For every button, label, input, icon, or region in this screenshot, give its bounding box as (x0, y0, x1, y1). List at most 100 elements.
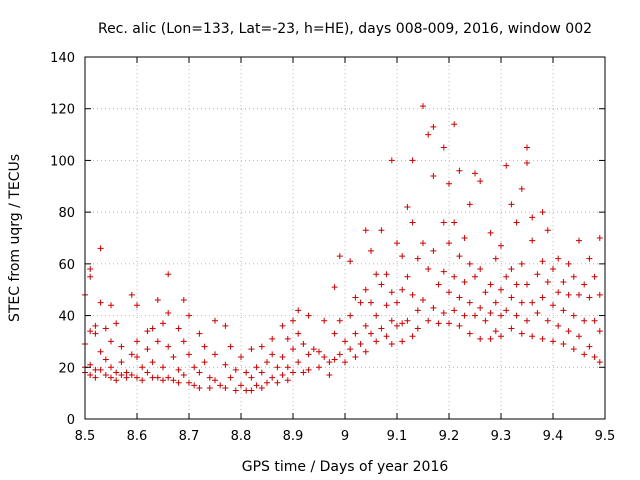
data-point-marker (113, 369, 120, 376)
data-point-marker (180, 297, 187, 304)
data-point-marker (451, 219, 458, 226)
data-point-marker (388, 289, 395, 296)
data-point-marker (498, 333, 504, 340)
data-point-marker (342, 359, 348, 366)
data-point-marker (87, 361, 94, 368)
data-point-marker (440, 219, 447, 226)
data-point-marker (404, 273, 411, 280)
data-point-marker (108, 374, 114, 381)
data-point-marker (399, 286, 406, 293)
data-point-marker (253, 364, 260, 371)
data-point-marker (305, 351, 312, 358)
data-point-marker (336, 317, 343, 324)
data-point-marker (461, 278, 468, 285)
data-point-marker (139, 377, 146, 384)
data-point-marker (118, 343, 125, 350)
data-point-marker (290, 317, 296, 324)
data-point-marker (191, 382, 198, 389)
data-point-marker (555, 322, 562, 329)
data-point-marker (503, 273, 510, 280)
data-point-marker (212, 317, 218, 324)
data-point-marker (446, 320, 452, 327)
data-point-marker (113, 377, 120, 384)
data-point-marker (290, 369, 296, 376)
data-point-marker (295, 307, 302, 314)
x-tick-label: 9.3 (491, 429, 512, 444)
data-point-marker (222, 384, 229, 391)
data-point-marker (342, 338, 348, 345)
data-point-marker (331, 284, 338, 291)
data-point-marker (451, 273, 458, 280)
data-point-marker (279, 372, 286, 379)
data-point-marker (134, 374, 140, 381)
data-point-marker (102, 372, 109, 379)
data-point-marker (295, 359, 302, 366)
data-point-marker (310, 346, 317, 353)
data-point-marker (165, 374, 172, 381)
data-point-marker (227, 343, 234, 350)
data-point-marker (264, 359, 270, 366)
data-point-marker (414, 255, 421, 262)
data-point-marker (498, 312, 504, 319)
data-point-marker (264, 379, 270, 386)
data-point-marker (409, 291, 416, 298)
data-point-marker (113, 320, 120, 327)
data-point-marker (139, 364, 146, 371)
data-point-marker (524, 160, 530, 167)
data-point-marker (560, 307, 567, 314)
data-point-marker (258, 384, 265, 391)
data-point-marker (206, 374, 213, 381)
data-point-marker (258, 369, 265, 376)
data-point-marker (466, 201, 473, 208)
data-point-marker (92, 374, 99, 381)
data-point-marker (347, 346, 354, 353)
data-point-marker (321, 317, 328, 324)
data-point-marker (212, 377, 218, 384)
data-point-marker (513, 281, 520, 288)
data-point-marker (290, 346, 296, 353)
x-tick-label: 9.1 (387, 429, 408, 444)
y-tick-label: 40 (58, 310, 75, 325)
data-point-marker (347, 312, 354, 319)
data-point-marker (492, 255, 499, 262)
data-point-marker (336, 351, 343, 358)
data-point-marker (435, 320, 442, 327)
data-point-marker (425, 131, 432, 138)
data-point-marker (180, 372, 187, 379)
data-point-marker (347, 258, 354, 265)
data-point-marker (451, 121, 458, 128)
data-point-marker (388, 157, 395, 164)
data-point-marker (477, 304, 484, 311)
data-point-marker (472, 312, 478, 319)
x-tick-label: 9.5 (595, 429, 616, 444)
data-point-marker (279, 322, 286, 329)
data-point-marker (440, 268, 447, 275)
data-point-marker (191, 364, 198, 371)
data-point-marker (409, 219, 416, 226)
data-point-marker (352, 294, 359, 301)
data-point-marker (461, 312, 468, 319)
data-point-marker (128, 351, 135, 358)
data-point-marker (446, 289, 452, 296)
data-point-marker (581, 317, 588, 324)
data-point-marker (373, 271, 380, 278)
data-point-marker (97, 299, 104, 306)
data-point-marker (232, 366, 239, 373)
x-tick-label: 9.2 (439, 429, 460, 444)
data-point-marker (222, 361, 229, 368)
data-point-marker (378, 325, 385, 332)
data-point-marker (596, 235, 603, 241)
data-point-marker (336, 253, 343, 260)
data-point-marker (539, 335, 546, 342)
data-point-marker (565, 260, 572, 267)
data-point-marker (518, 185, 525, 192)
data-point-marker (108, 338, 114, 345)
data-point-marker (295, 330, 302, 337)
data-point-marker (414, 325, 421, 332)
data-point-marker (430, 304, 437, 311)
data-point-marker (170, 353, 177, 360)
chart-title: Rec. alic (Lon=133, Lat=-23, h=HE), days… (98, 21, 592, 37)
data-point-marker (534, 309, 541, 316)
data-point-marker (300, 341, 307, 348)
